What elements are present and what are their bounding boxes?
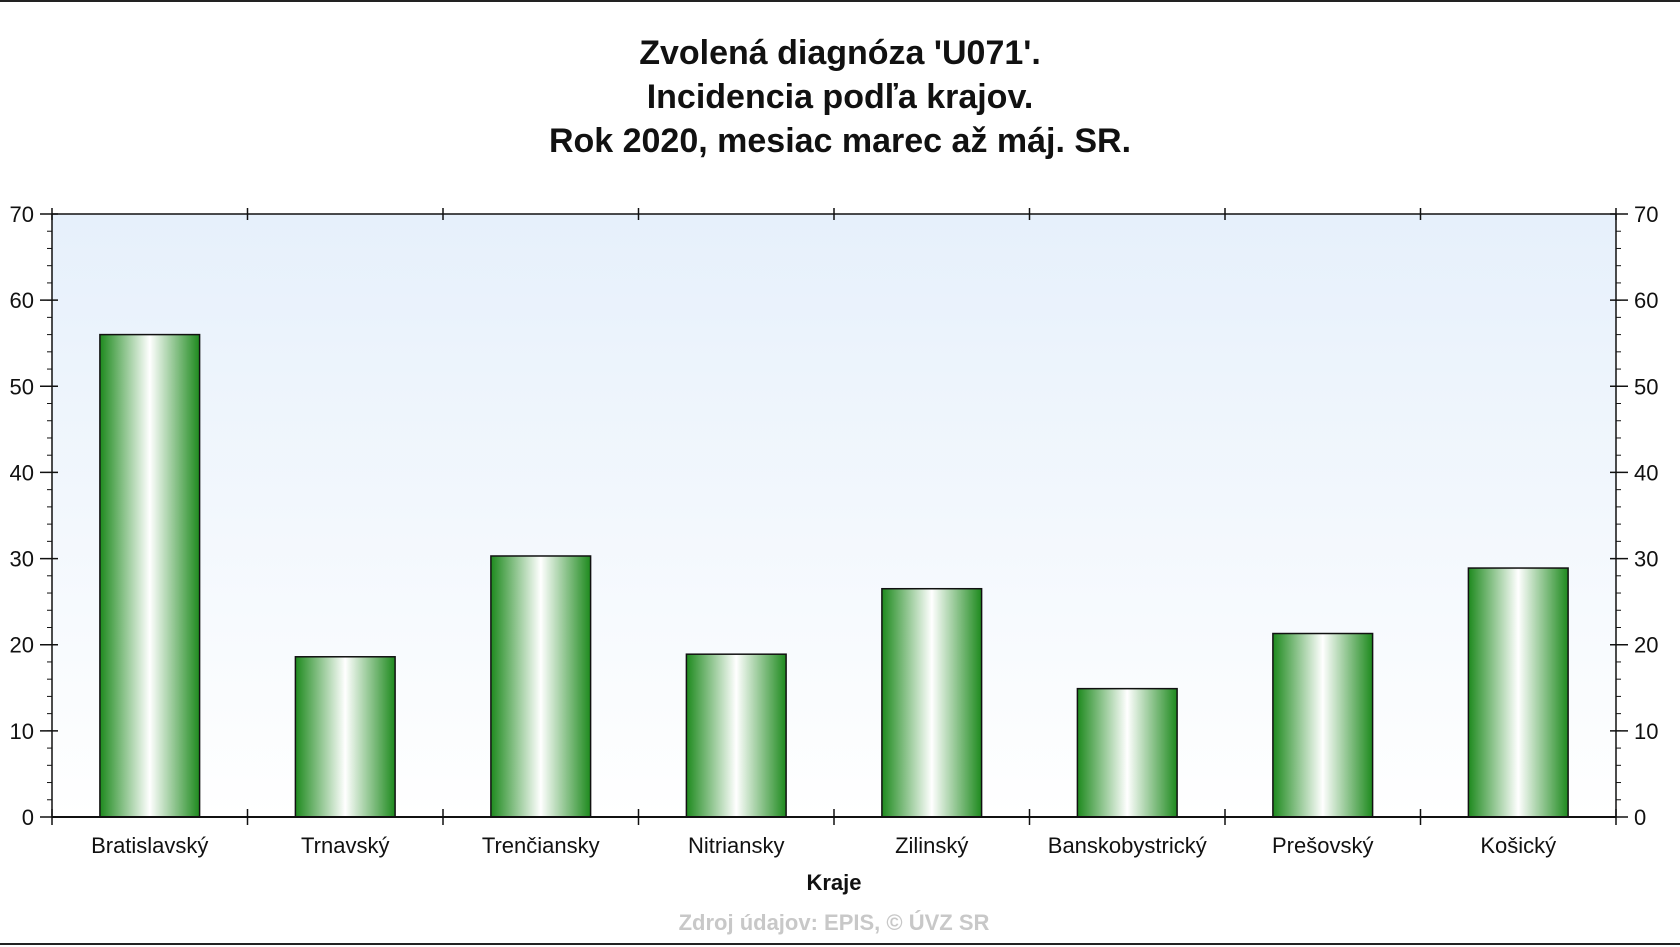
category-label-2: Trenčiansky xyxy=(482,833,600,858)
chart-title: Zvolená diagnóza 'U071'. Incidencia podľ… xyxy=(549,34,1131,160)
y-tick-label-right-70: 70 xyxy=(1634,202,1658,227)
category-label-7: Košický xyxy=(1480,833,1556,858)
bar-4 xyxy=(881,587,983,818)
y-tick-label-left-0: 0 xyxy=(22,805,34,830)
y-tick-label-left-70: 70 xyxy=(10,202,34,227)
bar-1 xyxy=(294,656,396,818)
bar-6 xyxy=(1272,632,1374,818)
category-label-3: Nitriansky xyxy=(688,833,785,858)
bar-5 xyxy=(1076,687,1178,818)
title-line-3: Rok 2020, mesiac marec až máj. SR. xyxy=(549,122,1131,160)
category-label-0: Bratislavský xyxy=(91,833,208,858)
y-tick-label-right-30: 30 xyxy=(1634,547,1658,572)
source-note: Zdroj údajov: EPIS, © ÚVZ SR xyxy=(679,910,990,935)
y-tick-label-left-50: 50 xyxy=(10,374,34,399)
category-label-6: Prešovský xyxy=(1272,833,1373,858)
bar-2 xyxy=(490,555,592,818)
bars-group xyxy=(99,333,1569,818)
y-tick-label-left-30: 30 xyxy=(10,547,34,572)
y-tick-label-left-20: 20 xyxy=(10,633,34,658)
category-label-4: Zilinský xyxy=(895,833,968,858)
title-line-1: Zvolená diagnóza 'U071'. xyxy=(639,34,1041,72)
y-tick-label-right-50: 50 xyxy=(1634,374,1658,399)
y-tick-label-right-20: 20 xyxy=(1634,633,1658,658)
y-tick-label-right-40: 40 xyxy=(1634,460,1658,485)
category-label-5: Banskobystrický xyxy=(1048,833,1207,858)
category-label-1: Trnavský xyxy=(301,833,389,858)
bar-3 xyxy=(685,653,787,818)
axes-group: Bratislavský Trnavský Trenčiansky Nitriansk… xyxy=(10,202,1659,858)
y-tick-label-left-10: 10 xyxy=(10,719,34,744)
y-tick-label-right-10: 10 xyxy=(1634,719,1658,744)
x-axis-title: Kraje xyxy=(806,870,861,895)
bar-7 xyxy=(1467,567,1569,818)
y-tick-label-right-60: 60 xyxy=(1634,288,1658,313)
y-tick-label-left-60: 60 xyxy=(10,288,34,313)
plot-area xyxy=(52,214,1616,817)
bar-0 xyxy=(99,333,201,818)
title-line-2: Incidencia podľa krajov. xyxy=(647,78,1034,116)
y-tick-label-left-40: 40 xyxy=(10,460,34,485)
y-tick-label-right-0: 0 xyxy=(1634,805,1646,830)
